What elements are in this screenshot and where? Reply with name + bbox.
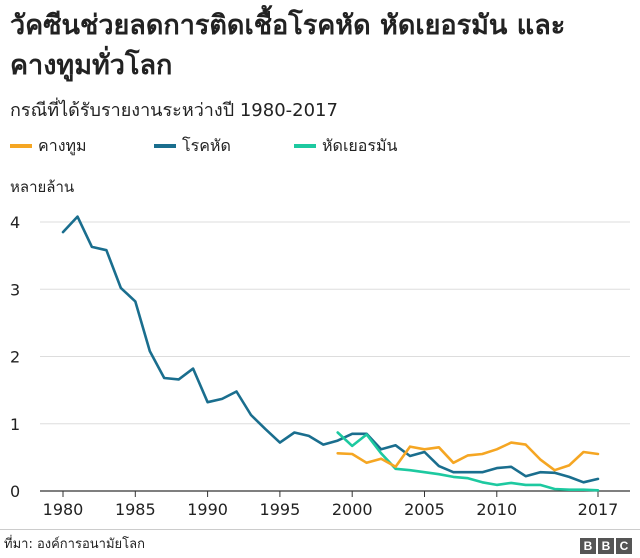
chart-title: วัคซีนช่วยลดการติดเชื้อโรคหัด หัดเยอรมัน… [10,10,566,81]
logo-letter-b1: B [580,538,596,554]
gridlines [40,221,630,492]
bbc-logo: B B C [580,538,632,554]
x-axis-ticks: 1980 1985 1990 1995 2000 2005 2010 2017 [43,491,619,519]
legend-label-rubella: หัดเยอรมัน [322,135,398,155]
x-tick-label: 2005 [404,500,445,519]
y-tick-label: 2 [10,348,20,367]
logo-letter-b2: B [598,538,614,554]
x-tick-label: 2010 [476,500,517,519]
x-tick-label: 2000 [332,500,373,519]
legend: คางทูม โรคหัด หัดเยอรมัน [10,134,630,158]
y-tick-label: 4 [10,213,20,232]
x-tick-label: 2017 [578,500,619,519]
footer-divider [0,529,640,530]
legend-swatch-rubella [294,144,316,148]
mumps-line [336,441,600,472]
legend-swatch-mumps [10,144,32,148]
measles-line [61,215,600,484]
legend-swatch-measles [154,144,176,148]
legend-item-mumps: คางทูม [10,134,87,158]
series-lines [61,215,600,492]
y-axis-unit-label: หลายล้าน [10,178,75,196]
x-tick-label: 1985 [115,500,156,519]
line-chart: 0 1 2 3 4 1980 1985 1990 1995 2000 2005 2010 2017 [10,213,630,519]
legend-label-measles: โรคหัด [182,135,231,155]
rubella-line [336,431,600,492]
legend-label-mumps: คางทูม [38,135,87,155]
logo-letter-c: C [616,538,632,554]
y-tick-label: 3 [10,280,20,299]
x-tick-label: 1980 [43,500,84,519]
chart-subtitle: กรณีที่ได้รับรายงานระหว่างปี 1980-2017 [10,100,338,121]
source-note: ที่มา: องค์การอนามัยโลก [4,537,145,552]
y-tick-label: 0 [10,482,20,501]
y-axis-ticks: 0 1 2 3 4 [10,213,20,501]
legend-item-rubella: หัดเยอรมัน [294,134,397,158]
x-tick-label: 1995 [260,500,301,519]
legend-item-measles: โรคหัด [154,134,231,158]
x-tick-label: 1990 [187,500,228,519]
y-tick-label: 1 [10,415,20,434]
